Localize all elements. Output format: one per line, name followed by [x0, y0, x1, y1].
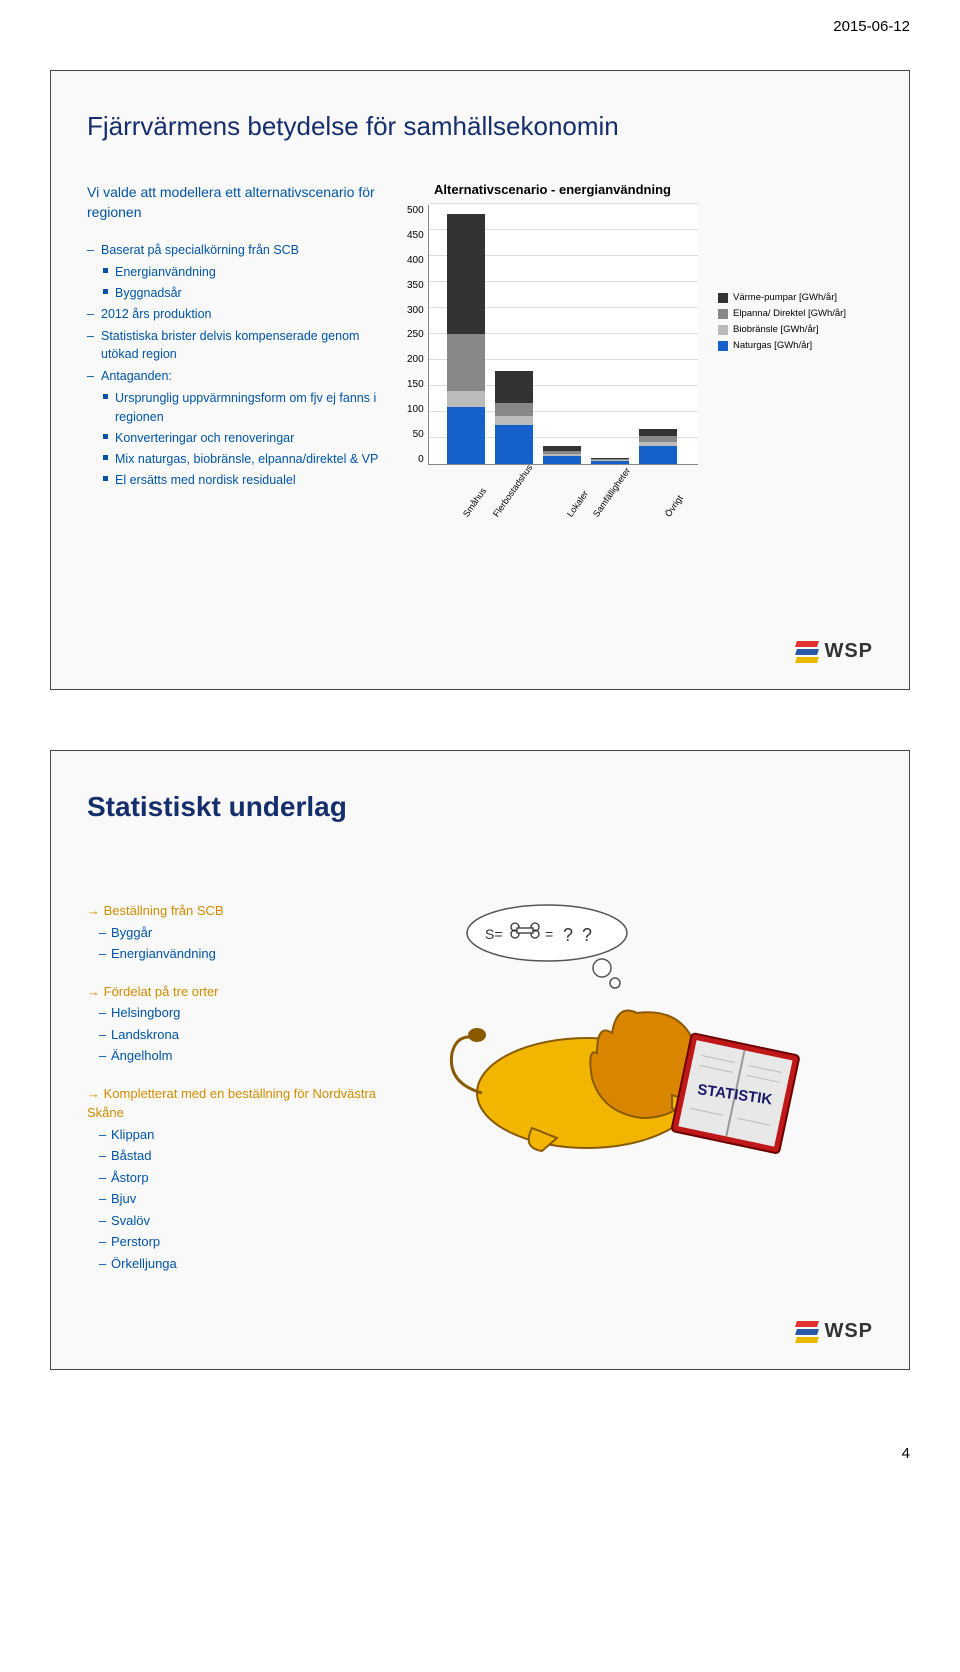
- slide1-title: Fjärrvärmens betydelse för samhällsekono…: [87, 111, 873, 142]
- list-item: Helsingborg: [87, 1003, 407, 1023]
- list-item: Klippan: [87, 1125, 407, 1145]
- list-item: Mix naturgas, biobränsle, elpanna/direkt…: [87, 450, 387, 468]
- list-item: Energianvändning: [87, 263, 387, 281]
- chart-legend: Värme-pumpar [GWh/år] Elpanna/ Direktel […: [718, 292, 873, 535]
- list-item: Konverteringar och renoveringar: [87, 429, 387, 447]
- svg-text:?: ?: [563, 925, 573, 945]
- wsp-logo: WSP: [796, 1320, 873, 1343]
- list-item: Energianvändning: [87, 944, 407, 964]
- wsp-text: WSP: [824, 1320, 873, 1343]
- list-item: Byggår: [87, 923, 407, 943]
- alternativ-chart: Alternativscenario - energianvändning 50…: [407, 182, 698, 535]
- x-axis-label: Flerbostadshus: [491, 463, 534, 519]
- group-heading: Fördelat på tre orter: [87, 982, 407, 1002]
- list-item: Landskrona: [87, 1025, 407, 1045]
- page-number: 4: [902, 1445, 910, 1462]
- wsp-text: WSP: [824, 640, 873, 663]
- list-item: 2012 års produktion: [87, 305, 387, 323]
- list-item: Statistiska brister delvis kompenserade …: [87, 327, 387, 363]
- bar: [591, 458, 629, 464]
- slide-2: Statistiskt underlag Beställning från SC…: [50, 750, 910, 1370]
- list-item: Antaganden:: [87, 367, 387, 385]
- svg-text:=: =: [545, 926, 553, 942]
- chart-y-axis: 500450400350300250200150100500: [407, 205, 428, 465]
- slide2-title: Statistiskt underlag: [87, 791, 873, 823]
- slide1-left-column: Vi valde att modellera ett alternativsce…: [87, 182, 387, 535]
- legend-item: Värme-pumpar [GWh/år]: [718, 292, 873, 303]
- chart-title: Alternativscenario - energianvändning: [407, 182, 698, 197]
- bar: [639, 429, 677, 464]
- chart-plot: [428, 205, 698, 465]
- legend-item: Naturgas [GWh/år]: [718, 340, 873, 351]
- list-item: Åstorp: [87, 1168, 407, 1188]
- bar: [447, 214, 485, 464]
- list-item: El ersätts med nordisk residualel: [87, 471, 387, 489]
- list-item: Bjuv: [87, 1189, 407, 1209]
- bar: [543, 446, 581, 464]
- group-heading: Kompletterat med en beställning för Nord…: [87, 1084, 407, 1123]
- list-item: Byggnadsår: [87, 284, 387, 302]
- list-item: Ängelholm: [87, 1046, 407, 1066]
- x-axis-label: Samfälligheter: [591, 466, 632, 519]
- list-item: Ursprunglig uppvärmningsform om fjv ej f…: [87, 389, 387, 425]
- slide-1: Fjärrvärmens betydelse för samhällsekono…: [50, 70, 910, 690]
- list-item: Baserat på specialkörning från SCB: [87, 241, 387, 259]
- list-item: Båstad: [87, 1146, 407, 1166]
- illustration: S= = ? ?: [437, 883, 873, 1275]
- list-item: Perstorp: [87, 1232, 407, 1252]
- header-date: 2015-06-12: [833, 18, 910, 35]
- x-axis-label: Lokaler: [565, 489, 590, 519]
- bar: [495, 371, 533, 464]
- legend-item: Elpanna/ Direktel [GWh/år]: [718, 308, 873, 319]
- x-axis-label: Småhus: [461, 486, 488, 519]
- svg-text:S=: S=: [485, 926, 503, 942]
- legend-item: Biobränsle [GWh/år]: [718, 324, 873, 335]
- wsp-logo: WSP: [796, 640, 873, 663]
- slide1-intro: Vi valde att modellera ett alternativsce…: [87, 182, 387, 223]
- x-axis-label: Övrigt: [663, 493, 685, 518]
- list-item: Svalöv: [87, 1211, 407, 1231]
- slide2-left-column: Beställning från SCBByggårEnergianvändni…: [87, 883, 407, 1275]
- svg-text:?: ?: [582, 925, 592, 945]
- list-item: Örkelljunga: [87, 1254, 407, 1274]
- group-heading: Beställning från SCB: [87, 901, 407, 921]
- chart-x-labels: SmåhusFlerbostadshus LokalerSamfällighete…: [431, 465, 671, 535]
